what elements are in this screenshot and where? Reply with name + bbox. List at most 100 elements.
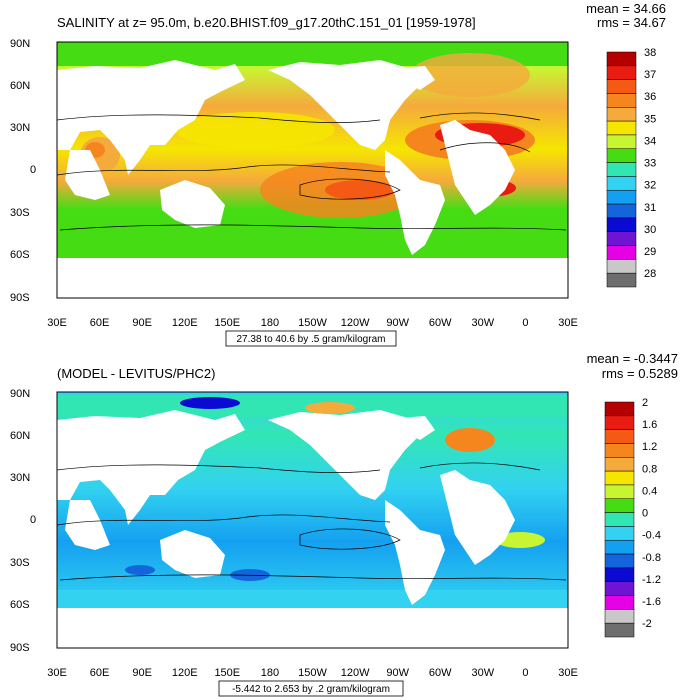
colorbar-swatch (604, 609, 635, 624)
colorbar-swatch (604, 567, 635, 582)
colorbar-swatch (606, 217, 637, 232)
colorbar-swatch (604, 526, 635, 541)
colorbar-label: 31 (644, 202, 656, 214)
lat-label: 90S (10, 292, 30, 304)
colorbar-swatch (604, 539, 635, 555)
lon-label: 30E (47, 317, 67, 329)
colorbar-swatch (606, 51, 637, 67)
land-masses (57, 410, 568, 648)
lon-label: 150E (214, 667, 240, 679)
contour-info: 27.38 to 40.6 by .5 gram/kilogram (237, 334, 386, 345)
colorbar-swatch (604, 622, 635, 638)
rms-value: rms = 34.67 (597, 15, 666, 30)
colorbar-swatch (606, 259, 637, 274)
mean-value: mean = -0.3447 (587, 351, 678, 366)
contour-info-box: 27.38 to 40.6 by .5 gram/kilogram (225, 330, 397, 347)
colorbar: 38 37 36 35 34 33 32 31 30 29 28 (606, 47, 656, 288)
colorbar-label: 38 (644, 47, 656, 59)
salinity-panel: SALINITY at z= 95.0m, b.e20.BHIST.f09_g1… (10, 1, 666, 347)
lat-label: 60N (10, 80, 30, 92)
contour-lines (56, 112, 567, 231)
colorbar-swatch (606, 231, 637, 246)
colorbar-label: 36 (644, 91, 656, 103)
colorbar-label: 30 (644, 224, 656, 236)
lon-label: 120E (172, 317, 198, 329)
mean-value: mean = 34.66 (586, 1, 666, 16)
colorbar-swatch (604, 415, 635, 430)
lon-label: 0 (522, 667, 528, 679)
colorbar-swatch (604, 401, 635, 417)
colorbar-swatch (604, 457, 635, 472)
colorbar-label: 32 (644, 180, 656, 192)
lon-label: 150W (298, 317, 327, 329)
colorbar-swatch (604, 429, 635, 444)
colorbar-swatch (604, 470, 635, 486)
colorbar-swatch (606, 65, 637, 80)
lon-label: 120E (172, 667, 198, 679)
lat-label: 60S (10, 249, 30, 261)
lon-label: 90W (386, 317, 409, 329)
lon-axis: 30E 60E 90E 120E 150E 180 150W 120W 90W … (47, 317, 578, 329)
colorbar-label: 0 (642, 508, 648, 520)
colorbar-label: 33 (644, 158, 656, 170)
colorbar: 2 1.6 1.2 0.8 0.4 0 -0.4 -0.8 -1.2 -1.6 -2 (604, 397, 661, 638)
lon-label: 120W (341, 667, 370, 679)
colorbar-label: 37 (644, 69, 656, 81)
difference-panel: (MODEL - LEVITUS/PHC2) mean = -0.3447 rm… (10, 351, 678, 697)
lon-label: 30E (558, 667, 578, 679)
colorbar-swatch (604, 553, 635, 569)
colorbar-swatch (606, 189, 637, 205)
lon-label: 180 (261, 317, 279, 329)
lat-axis: 90N 60N 30N 0 30S 60S 90S (10, 388, 36, 654)
lon-label: 60E (90, 317, 110, 329)
colorbar-swatch (606, 176, 637, 191)
colorbar-swatch (604, 443, 635, 458)
lon-label: 30W (471, 317, 494, 329)
colorbar-label: 0.8 (642, 463, 657, 475)
lon-label: 60W (429, 317, 452, 329)
colorbar-label: -0.4 (642, 530, 661, 542)
lon-label: 30E (558, 317, 578, 329)
colorbar-label: -1.6 (642, 596, 661, 608)
colorbar-label: -2 (642, 618, 652, 630)
colorbar-label: 1.2 (642, 441, 657, 453)
colorbar-swatch (604, 581, 635, 596)
lat-label: 30S (10, 557, 30, 569)
colorbar-label: 1.6 (642, 419, 657, 431)
lon-label: 90E (132, 317, 152, 329)
contour-info-box: -5.442 to 2.653 by .2 gram/kilogram (218, 680, 404, 697)
colorbar-swatch (606, 79, 637, 94)
colorbar-swatch (606, 245, 637, 260)
colorbar-label: 34 (644, 135, 656, 147)
colorbar-label: 2 (642, 397, 648, 409)
panel-title: SALINITY at z= 95.0m, b.e20.BHIST.f09_g1… (57, 15, 476, 30)
lat-label: 90N (10, 388, 30, 400)
lon-label: 60E (90, 667, 110, 679)
lat-label: 30S (10, 207, 30, 219)
difference-map (56, 391, 569, 649)
colorbar-label: -0.8 (642, 552, 661, 564)
colorbar-swatch (604, 484, 635, 500)
panel-title: (MODEL - LEVITUS/PHC2) (57, 366, 215, 381)
colorbar-swatch (606, 203, 637, 219)
lon-label: 90E (132, 667, 152, 679)
colorbar-swatch (604, 595, 635, 610)
colorbar-swatch (604, 498, 635, 513)
colorbar-label: 28 (644, 268, 656, 280)
salinity-map (56, 41, 569, 299)
lon-label: 120W (341, 317, 370, 329)
land-masses (57, 60, 568, 298)
lon-label: 30E (47, 667, 67, 679)
lat-label: 0 (30, 514, 36, 526)
colorbar-label: 0.4 (642, 485, 657, 497)
colorbar-swatch (606, 93, 637, 108)
lat-label: 0 (30, 164, 36, 176)
contour-lines (56, 462, 567, 581)
lon-label: 180 (261, 667, 279, 679)
colorbar-swatch (606, 162, 637, 177)
lon-axis: 30E 60E 90E 120E 150E 180 150W 120W 90W … (47, 667, 578, 679)
lat-label: 60S (10, 599, 30, 611)
colorbar-swatch (606, 107, 637, 122)
contour-info: -5.442 to 2.653 by .2 gram/kilogram (232, 684, 390, 695)
lon-label: 90W (386, 667, 409, 679)
